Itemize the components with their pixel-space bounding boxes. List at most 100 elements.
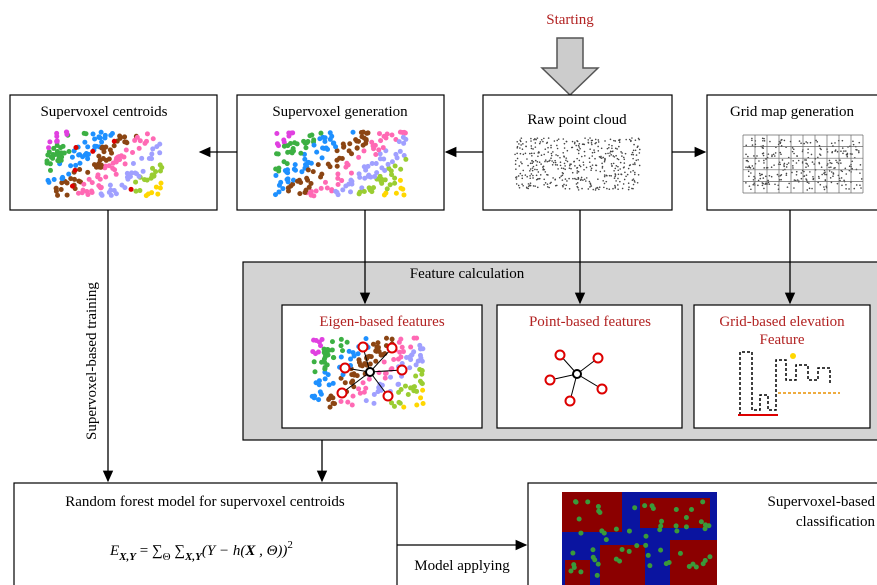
point — [556, 145, 558, 147]
point — [571, 147, 573, 149]
point — [559, 177, 561, 179]
point — [844, 168, 846, 170]
point — [771, 166, 773, 168]
point — [590, 183, 592, 185]
point — [594, 158, 596, 160]
point — [516, 153, 518, 155]
dot — [364, 336, 369, 341]
point — [614, 176, 616, 178]
point — [562, 152, 564, 154]
dot — [108, 183, 113, 188]
dot — [392, 181, 397, 186]
point — [841, 184, 843, 186]
dot — [151, 136, 156, 141]
point — [786, 164, 788, 166]
point — [537, 187, 539, 189]
point — [806, 174, 808, 176]
dot — [378, 138, 383, 143]
vegetation — [707, 554, 712, 559]
dot — [92, 136, 97, 141]
point — [564, 163, 566, 165]
point — [531, 155, 533, 157]
point — [531, 145, 533, 147]
point — [796, 162, 798, 164]
point — [573, 161, 575, 163]
dot — [89, 189, 94, 194]
point — [529, 170, 531, 172]
dot — [356, 155, 361, 160]
point — [569, 167, 571, 169]
vegetation — [687, 564, 692, 569]
point — [615, 140, 617, 142]
point — [611, 165, 613, 167]
point — [623, 166, 625, 168]
point — [630, 140, 632, 142]
dot — [274, 151, 279, 156]
dot — [142, 141, 147, 146]
point — [779, 152, 781, 154]
point — [763, 162, 765, 164]
point — [577, 178, 579, 180]
point — [784, 140, 786, 142]
point — [828, 167, 830, 169]
point — [801, 172, 803, 174]
dot — [381, 157, 386, 162]
point — [537, 161, 539, 163]
dot — [286, 134, 291, 139]
point — [616, 165, 618, 167]
diagram: Starting Supervoxel centroids Supervoxel… — [0, 0, 877, 585]
point — [565, 188, 567, 190]
point — [782, 159, 784, 161]
point — [566, 141, 568, 143]
point — [577, 167, 579, 169]
point — [591, 167, 593, 169]
point — [803, 171, 805, 173]
dot — [61, 144, 66, 149]
point — [801, 178, 803, 180]
point — [753, 179, 755, 181]
point — [617, 169, 619, 171]
point — [551, 153, 553, 155]
point — [578, 189, 580, 191]
point — [528, 183, 530, 185]
dot — [313, 351, 318, 356]
point — [532, 148, 534, 150]
dot — [139, 156, 144, 161]
point — [842, 147, 844, 149]
point — [788, 183, 790, 185]
point — [610, 175, 612, 177]
point — [547, 183, 549, 185]
point — [591, 142, 593, 144]
point — [516, 141, 518, 143]
point — [583, 169, 585, 171]
point — [619, 168, 621, 170]
point — [851, 168, 853, 170]
point — [614, 168, 616, 170]
centroid — [90, 149, 95, 154]
point — [527, 165, 529, 167]
dot — [392, 404, 397, 409]
point — [807, 152, 809, 154]
point — [745, 154, 747, 156]
dot — [293, 168, 298, 173]
vegetation — [590, 547, 595, 552]
dot — [339, 337, 344, 342]
dot — [385, 186, 390, 191]
point — [592, 164, 594, 166]
point — [563, 168, 565, 170]
box-title: Raw point cloud — [527, 112, 627, 128]
vegetation — [701, 561, 706, 566]
point — [592, 140, 594, 142]
point — [516, 178, 518, 180]
dot — [328, 130, 333, 135]
point — [627, 174, 629, 176]
dot — [276, 189, 281, 194]
point — [762, 147, 764, 149]
dot — [149, 190, 154, 195]
point — [762, 140, 764, 142]
point — [625, 176, 627, 178]
node — [341, 364, 350, 373]
point — [833, 172, 835, 174]
vegetation — [597, 510, 602, 515]
dot — [47, 139, 52, 144]
